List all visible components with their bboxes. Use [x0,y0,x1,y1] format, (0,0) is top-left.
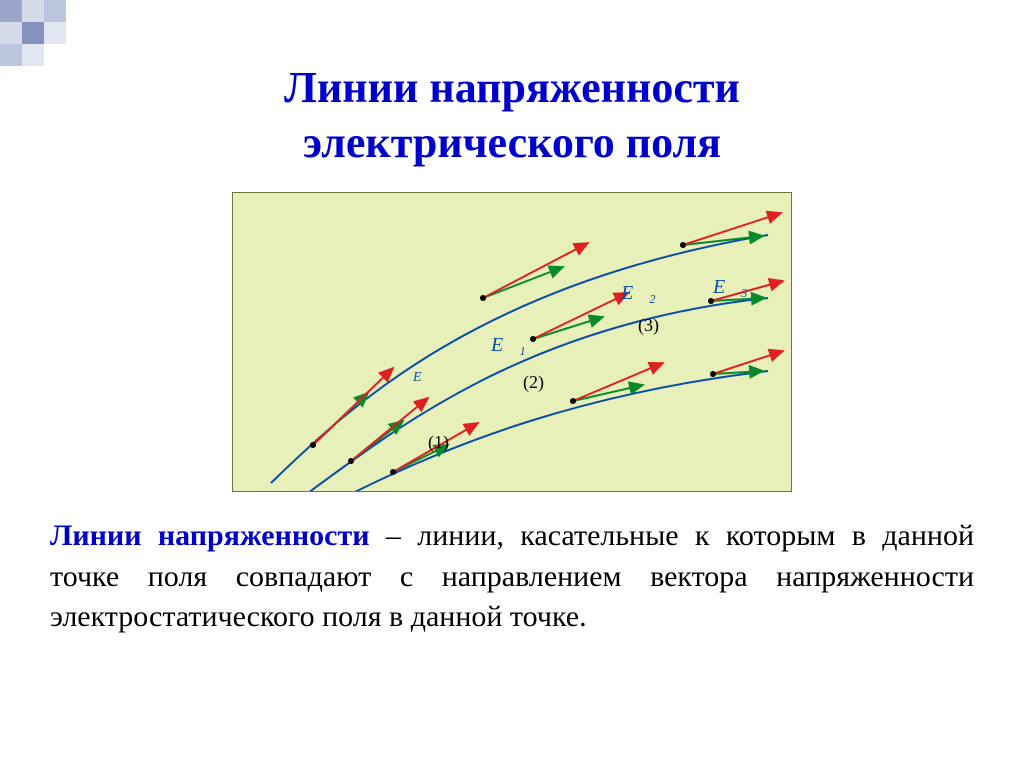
line-number-label: (2) [523,372,544,393]
field-point [708,298,714,304]
corner-decoration [0,0,80,80]
field-point [310,442,316,448]
tangent-vector [351,398,428,461]
field-point [570,398,576,404]
vector-label: E⃗₂ [620,282,656,304]
vector-label: E⃗₁ [490,334,526,356]
definition-text: Линии напряженности – линии, касательные… [0,492,1024,638]
field-point [710,371,716,377]
field-line [271,235,768,483]
field-point [530,336,536,342]
tangent-vector [483,243,588,298]
field-point [390,469,396,475]
line-number-label: (1) [428,432,449,453]
tangent-vector [313,368,393,445]
line-number-label: (3) [638,315,659,336]
diagram-container: E⃗ E⃗₁ E⃗₂ E⃗₃ (1) (2) (3) [0,192,1024,492]
slide: Линии напряженности электрического поля … [0,0,1024,767]
field-direction-arrow [483,267,563,298]
field-line [353,371,768,492]
vector-label: E⃗₃ [712,276,748,298]
title-line-2: электрического поля [303,118,721,167]
field-line [308,298,768,492]
field-lines-diagram: E⃗ E⃗₁ E⃗₂ E⃗₃ (1) (2) (3) [232,192,792,492]
field-point [680,242,686,248]
vector-label: E⃗ [412,370,432,385]
title-line-1: Линии напряженности [284,63,740,112]
page-title: Линии напряженности электрического поля [0,0,1024,170]
tangent-vector [533,293,628,339]
tangent-vector [713,351,783,374]
field-point [348,458,354,464]
field-point [480,295,486,301]
definition-term: Линии напряженности [50,519,370,552]
tangent-vector [573,363,663,401]
